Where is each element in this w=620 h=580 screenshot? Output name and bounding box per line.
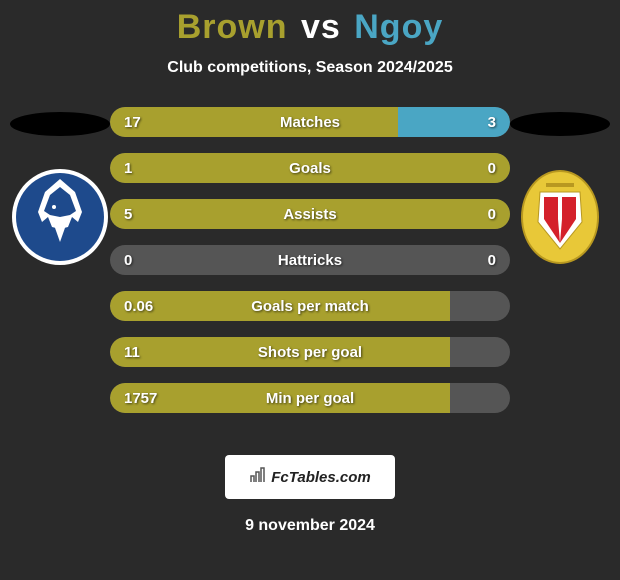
stat-label: Matches [184, 114, 436, 131]
bar-text: 0.06Goals per match [110, 291, 510, 321]
stat-row: 1757Min per goal [110, 383, 510, 413]
stat-value-left: 11 [124, 344, 184, 361]
title-player1: Brown [177, 8, 288, 46]
stat-label: Hattricks [184, 252, 436, 269]
bar-text: 1757Min per goal [110, 383, 510, 413]
stat-row: 11Shots per goal [110, 337, 510, 367]
stat-row: 1Goals0 [110, 153, 510, 183]
watermark-text: FcTables.com [271, 469, 370, 486]
stat-value-right: 3 [436, 114, 496, 131]
stat-value-left: 1 [124, 160, 184, 177]
stat-label: Assists [184, 206, 436, 223]
stat-value-left: 5 [124, 206, 184, 223]
comparison-area: 17Matches31Goals05Assists00Hattricks00.0… [0, 107, 620, 437]
shadow-right [510, 112, 610, 136]
bar-text: 5Assists0 [110, 199, 510, 229]
bar-text: 17Matches3 [110, 107, 510, 137]
stat-value-right: 0 [436, 206, 496, 223]
title-vs: vs [301, 8, 341, 46]
stat-value-right: 0 [436, 160, 496, 177]
stat-label: Min per goal [184, 390, 436, 407]
subtitle: Club competitions, Season 2024/2025 [0, 59, 620, 77]
stat-label: Shots per goal [184, 344, 436, 361]
stat-value-left: 0.06 [124, 298, 184, 315]
stat-value-left: 0 [124, 252, 184, 269]
shadow-left [10, 112, 110, 136]
chart-icon [249, 466, 267, 489]
bar-text: 0Hattricks0 [110, 245, 510, 275]
stat-row: 0.06Goals per match [110, 291, 510, 321]
bar-text: 1Goals0 [110, 153, 510, 183]
stat-row: 17Matches3 [110, 107, 510, 137]
stat-label: Goals per match [184, 298, 436, 315]
stat-value-left: 17 [124, 114, 184, 131]
shield-crest-icon [510, 167, 610, 267]
team-logo-left [10, 167, 110, 267]
title-player2: Ngoy [354, 8, 443, 46]
stat-value-right: 0 [436, 252, 496, 269]
stat-value-left: 1757 [124, 390, 184, 407]
stat-row: 5Assists0 [110, 199, 510, 229]
team-logo-right [510, 167, 610, 267]
stat-bars: 17Matches31Goals05Assists00Hattricks00.0… [110, 107, 510, 429]
title: Brown vs Ngoy [0, 0, 620, 47]
bar-text: 11Shots per goal [110, 337, 510, 367]
stat-row: 0Hattricks0 [110, 245, 510, 275]
stat-label: Goals [184, 160, 436, 177]
watermark[interactable]: FcTables.com [225, 455, 395, 499]
date: 9 november 2024 [0, 517, 620, 535]
chief-head-icon [10, 167, 110, 267]
